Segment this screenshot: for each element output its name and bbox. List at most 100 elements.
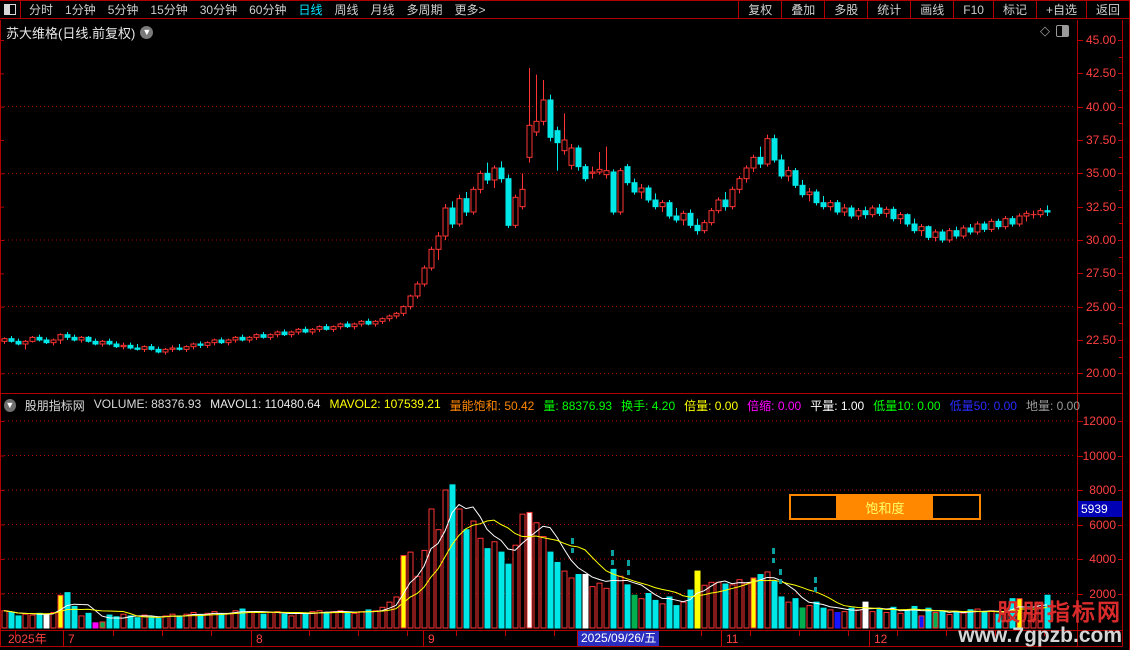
volume-axis-badge: 5939 [1078, 501, 1122, 517]
price-tick-right [1118, 40, 1122, 41]
watermark: 股朋指标网 www.7gpzb.com [958, 601, 1122, 648]
price-tick-right [1118, 206, 1122, 208]
price-tick-right [1118, 173, 1122, 175]
menu-统计[interactable]: 统计 [867, 1, 910, 18]
period-tab-5分钟[interactable]: 5分钟 [107, 3, 139, 17]
price-minor-tick [1119, 90, 1122, 92]
volume-label-4000: 4000 [1089, 552, 1116, 566]
menu-复权[interactable]: 复权 [738, 1, 781, 18]
chevron-down-icon[interactable]: ▼ [140, 26, 154, 39]
period-tab-更多>[interactable]: 更多> [454, 3, 486, 17]
period-tabs: 分时 1分钟 5分钟 15分钟 30分钟 60分钟 日线 周线 月线 多周期 更多> [21, 1, 492, 18]
indicator-value-9: 低量10: 0.00 [873, 398, 941, 413]
period-tab-60分钟[interactable]: 60分钟 [249, 3, 287, 17]
vol-tick [1077, 455, 1083, 457]
period-tab-1分钟[interactable]: 1分钟 [65, 3, 96, 17]
price-tick [1077, 173, 1083, 175]
vol-tick [1077, 559, 1083, 560]
indicator-value-11: 地量: 0.00 [1025, 398, 1080, 413]
cursor-date-label: 2025/09/26/五 [578, 631, 660, 646]
month-tick [423, 631, 424, 646]
panel-toggle-icon[interactable] [1056, 25, 1069, 37]
price-label-45.00: 45.00 [1085, 33, 1116, 47]
left-border [0, 20, 1, 647]
month-tick [577, 631, 578, 646]
axis-right-border [1122, 20, 1123, 647]
menu-返回[interactable]: 返回 [1085, 1, 1130, 18]
price-tick [1077, 373, 1083, 375]
vol-tick [1077, 421, 1083, 422]
price-label-20.00: 20.00 [1085, 366, 1116, 381]
split-window-icon [4, 4, 16, 15]
collapse-indicator-icon[interactable]: ▼ [4, 398, 16, 412]
price-label-22.50: 22.50 [1085, 332, 1116, 347]
price-tick-right [1118, 339, 1122, 341]
date-label-8: 8 [256, 632, 263, 646]
period-tab-月线[interactable]: 月线 [370, 3, 395, 17]
menu-+自选[interactable]: +自选 [1035, 1, 1086, 18]
price-tick [1077, 40, 1083, 41]
top-toolbar: 分时 1分钟 5分钟 15分钟 30分钟 60分钟 日线 周线 月线 多周期 更多> 复权 叠加 多股统… [0, 0, 1130, 19]
week-tick [162, 631, 163, 636]
indicator-value-4: 量: 88376.93 [543, 398, 613, 413]
menu-画线[interactable]: 画线 [910, 1, 953, 18]
week-tick [897, 631, 898, 636]
volume-chart[interactable] [0, 416, 1077, 630]
price-tick [1077, 273, 1083, 275]
indicator-value-10: 低量50: 0.00 [949, 398, 1017, 413]
price-minor-tick [1119, 256, 1122, 258]
week-tick [1044, 631, 1045, 636]
indicator-value-2: MAVOL2: 107539.21 [329, 396, 441, 411]
month-tick [251, 631, 252, 646]
period-tab-分时[interactable]: 分时 [29, 3, 54, 17]
price-tick [1077, 339, 1083, 341]
menu-F10[interactable]: F10 [953, 1, 993, 18]
saturation-gauge[interactable]: 饱和度 [789, 494, 981, 520]
price-tick [1077, 106, 1083, 108]
price-tick [1077, 73, 1083, 75]
month-tick [869, 631, 870, 646]
date-label-7: 7 [68, 632, 75, 646]
candlestick-chart[interactable] [0, 20, 1077, 394]
price-label-25.00: 25.00 [1085, 299, 1116, 314]
diamond-icon[interactable]: ◇ [1040, 23, 1050, 38]
volume-label-8000: 8000 [1089, 483, 1116, 497]
date-label-2025年: 2025年 [8, 632, 47, 646]
menu-标记[interactable]: 标记 [992, 1, 1036, 18]
vol-tick-right [1118, 524, 1122, 526]
vol-tick [1077, 593, 1083, 595]
price-tick [1077, 139, 1083, 141]
price-label-40.00: 40.00 [1085, 99, 1116, 114]
week-tick [211, 631, 212, 636]
vol-tick-right [1118, 593, 1122, 595]
menu-叠加[interactable]: 叠加 [781, 1, 824, 18]
indicator-value-1: MAVOL1: 110480.64 [210, 396, 321, 411]
menu-多股[interactable]: 多股 [824, 1, 867, 18]
vol-tick-right [1118, 421, 1122, 422]
saturation-gauge-fill [836, 496, 933, 518]
price-minor-tick [1119, 123, 1122, 125]
layout-toggle-button[interactable] [0, 1, 21, 18]
toolbar-menu: 复权 叠加 多股 统计 画线 F10 标记 +自选 返回 [738, 1, 1130, 18]
week-tick [995, 631, 996, 636]
price-minor-tick [1119, 56, 1122, 58]
indicator-header: ▼ 股朋指标网 VOLUME: 88376.93 MAVOL1: 110480.6… [0, 395, 1080, 415]
price-tick-right [1118, 373, 1122, 375]
week-tick [799, 631, 800, 636]
period-tab-30分钟[interactable]: 30分钟 [199, 3, 238, 17]
price-tick-right [1118, 139, 1122, 141]
date-label-9: 9 [428, 632, 435, 646]
price-tick-right [1118, 73, 1122, 75]
price-minor-tick [1119, 356, 1122, 358]
stock-title: 苏大维格(日线.前复权) [6, 26, 136, 41]
vol-tick-right [1118, 490, 1122, 491]
price-label-37.50: 37.50 [1085, 132, 1116, 147]
axis-separator [1077, 20, 1078, 647]
period-tab-日线[interactable]: 日线 [298, 3, 323, 17]
volume-label-6000: 6000 [1089, 517, 1116, 532]
indicator-value-3: 量能饱和: 50.42 [449, 398, 535, 413]
period-tab-15分钟[interactable]: 15分钟 [150, 3, 188, 17]
period-tab-多周期[interactable]: 多周期 [406, 3, 443, 17]
period-tab-周线[interactable]: 周线 [334, 3, 359, 17]
vol-tick-right [1118, 455, 1122, 457]
